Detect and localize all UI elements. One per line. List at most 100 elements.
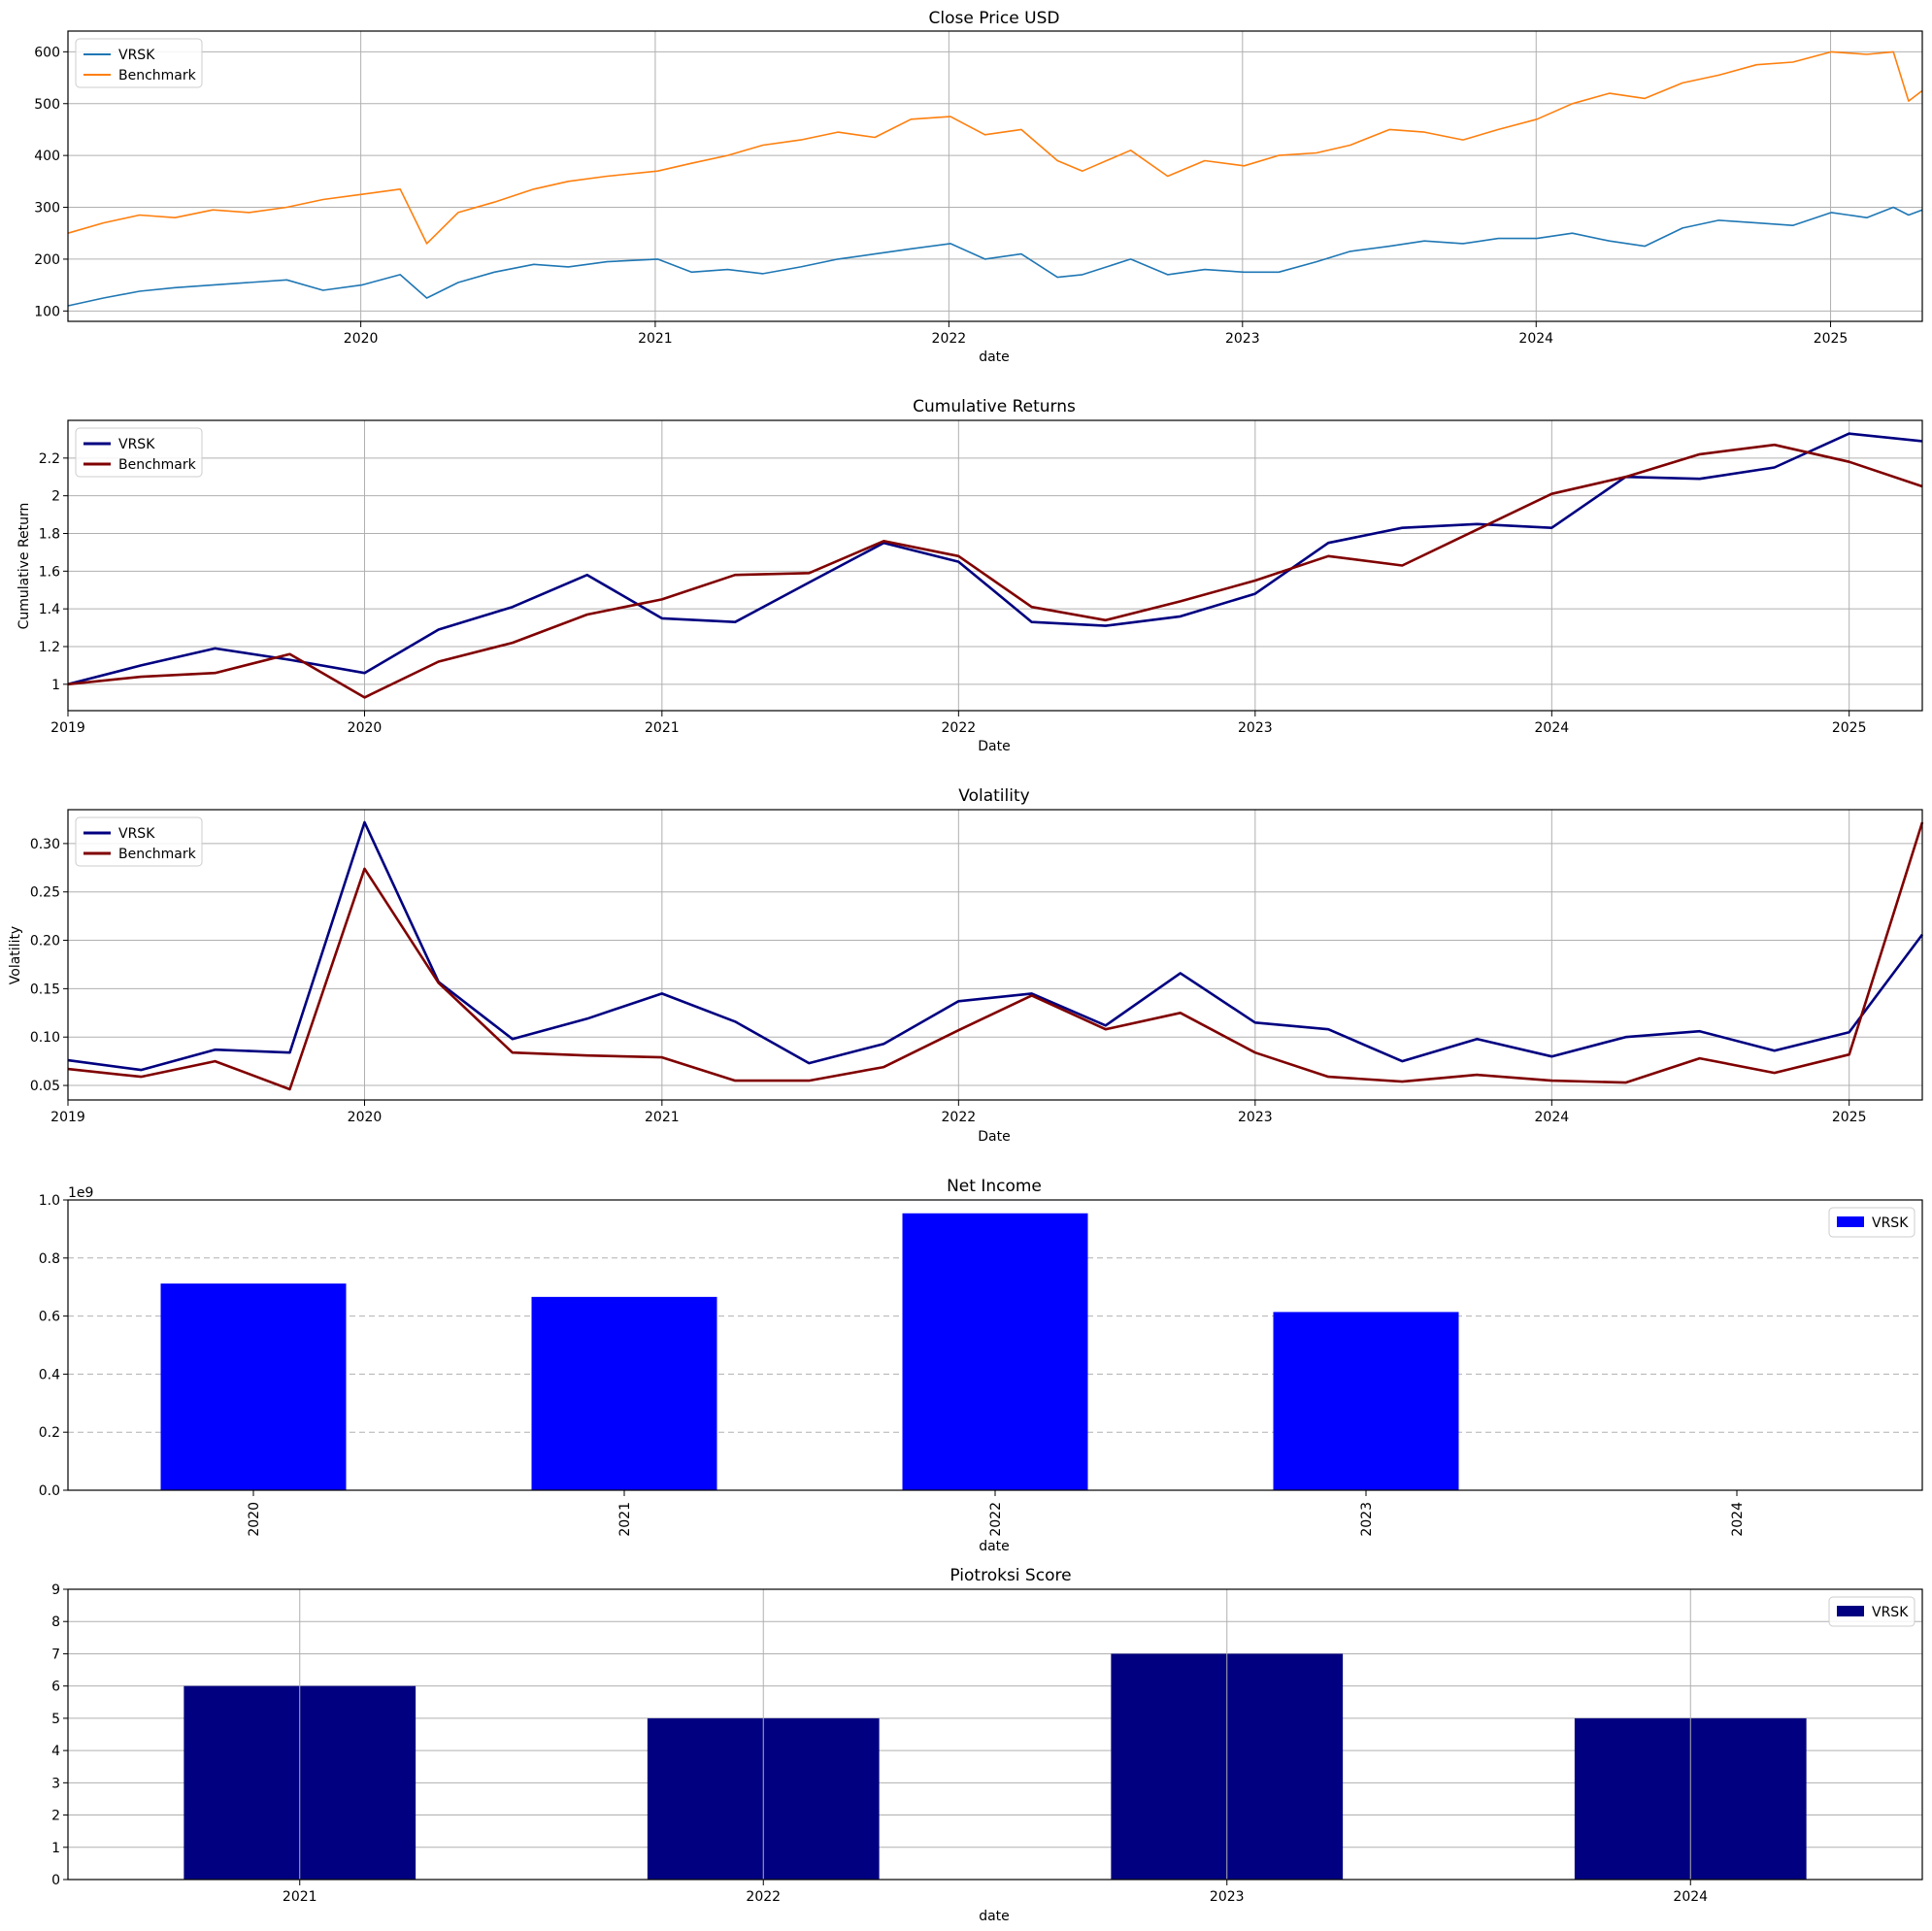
x-tick-label: 2023 [1359, 1502, 1375, 1537]
series-line-vrsk [67, 206, 1923, 307]
legend: VRSK [1828, 1207, 1915, 1238]
y-tick-label: 0.8 [39, 1251, 60, 1267]
x-tick-label: 2021 [283, 1889, 317, 1905]
x-tick-label: 2019 [50, 1110, 85, 1125]
y-tick-label: 9 [51, 1582, 60, 1598]
legend-label: VRSK [118, 48, 155, 63]
x-tick-label: 2022 [746, 1889, 781, 1905]
x-tick-label: 2024 [1673, 1889, 1708, 1905]
legend-box [1828, 1596, 1915, 1627]
x-axis-label: Date [978, 1129, 1010, 1145]
y-tick-label: 1.0 [39, 1193, 60, 1209]
plot-frame [67, 809, 1923, 1101]
chart-title: Net Income [947, 1177, 1042, 1196]
y-tick-label: 0.30 [30, 837, 60, 852]
y-tick-label: 300 [34, 201, 60, 216]
y-axis-label: Volatility [8, 926, 23, 984]
x-tick-label: 2024 [1730, 1502, 1746, 1537]
legend-label: Benchmark [118, 847, 197, 862]
bar-2021 [531, 1296, 717, 1490]
x-tick-label: 2020 [348, 1110, 383, 1125]
volatility-chart: Volatility Date Volatility 0.05 0.10 0.15 0… [8, 786, 1924, 1145]
chart-title: Volatility [958, 786, 1029, 806]
series-line-benchmark [67, 443, 1923, 699]
y-tick-label: 1.2 [39, 640, 60, 655]
x-tick-label: 2019 [50, 720, 85, 736]
x-axis-label: date [979, 1909, 1010, 1924]
offset-label: 1e9 [68, 1185, 93, 1201]
y-tick-label: 0.2 [39, 1425, 60, 1441]
series-line-benchmark [67, 821, 1924, 1091]
y-tick-label: 1 [51, 678, 60, 693]
legend-label: Benchmark [118, 68, 197, 83]
x-tick-label: 2023 [1238, 1110, 1273, 1125]
legend: VRSK [1828, 1596, 1915, 1627]
x-tick-label: 2024 [1535, 1110, 1570, 1125]
legend-label: VRSK [1872, 1605, 1909, 1620]
plot-frame [67, 419, 1923, 712]
plot-frame [67, 1588, 1923, 1881]
x-tick-label: 2021 [645, 720, 680, 736]
x-tick-label: 2022 [942, 1110, 977, 1125]
y-tick-label: 2.2 [39, 451, 60, 467]
y-tick-label: 200 [34, 252, 60, 268]
y-axis-label: Cumulative Return [17, 503, 32, 630]
x-tick-label: 2020 [348, 720, 383, 736]
legend-swatch [1837, 1216, 1864, 1227]
y-tick-label: 0.0 [39, 1483, 60, 1499]
x-tick-label: 2023 [1225, 331, 1260, 347]
series-line-benchmark [67, 50, 1923, 245]
close-price-chart: Close Price USD date 100 200 300 400 500 600 2… [34, 9, 1923, 365]
y-tick-label: 1.8 [39, 526, 60, 542]
y-tick-label: 8 [51, 1615, 60, 1630]
legend-swatch [1837, 1606, 1864, 1616]
x-tick-label: 2021 [617, 1502, 633, 1537]
y-tick-label: 7 [51, 1647, 60, 1662]
x-axis-label: date [979, 1539, 1010, 1554]
y-tick-label: 0.4 [39, 1367, 60, 1382]
y-tick-label: 400 [34, 149, 60, 164]
bar-2022 [902, 1213, 1088, 1490]
y-tick-label: 1.6 [39, 564, 60, 580]
x-tick-label: 2023 [1238, 720, 1273, 736]
x-axis-label: Date [978, 739, 1010, 754]
x-tick-label: 2024 [1518, 331, 1553, 347]
series-line-vrsk [67, 432, 1923, 686]
x-tick-label: 2020 [344, 331, 379, 347]
piotroski-score-chart: Piotroksi Score date 0 1 2 3 4 5 6 7 8 9 2021 2022 2… [51, 1566, 1923, 1924]
legend-label: Benchmark [118, 457, 197, 473]
y-tick-label: 0.10 [30, 1030, 60, 1046]
x-tick-label: 2020 [247, 1502, 262, 1537]
y-tick-label: 2 [51, 1809, 60, 1824]
y-tick-label: 4 [51, 1744, 60, 1759]
y-tick-label: 0 [51, 1873, 60, 1888]
x-tick-label: 2021 [645, 1110, 680, 1125]
bar-2020 [160, 1283, 347, 1490]
x-tick-label: 2025 [1832, 720, 1867, 736]
x-tick-label: 2025 [1814, 331, 1849, 347]
y-tick-label: 0.6 [39, 1310, 60, 1325]
legend-box [1828, 1207, 1915, 1238]
y-tick-label: 6 [51, 1680, 60, 1695]
bar-2023 [1273, 1312, 1459, 1490]
y-tick-label: 1.4 [39, 602, 60, 617]
y-tick-label: 100 [34, 304, 60, 319]
plot-frame [67, 1199, 1923, 1491]
y-tick-label: 2 [51, 489, 60, 505]
x-tick-label: 2022 [988, 1502, 1004, 1537]
legend-label: VRSK [1872, 1215, 1909, 1231]
legend-label: VRSK [118, 437, 155, 452]
y-tick-label: 500 [34, 97, 60, 113]
series-line-vrsk [67, 820, 1924, 1072]
x-tick-label: 2022 [942, 720, 977, 736]
x-tick-label: 2024 [1535, 720, 1570, 736]
chart-title: Cumulative Returns [913, 397, 1076, 416]
y-tick-label: 1 [51, 1841, 60, 1856]
cumulative-returns-chart: Cumulative Returns Date Cumulative Retur… [17, 397, 1923, 754]
y-tick-label: 0.05 [30, 1079, 60, 1094]
x-tick-label: 2022 [932, 331, 967, 347]
legend: VRSK Benchmark [75, 427, 203, 478]
y-tick-label: 600 [34, 45, 60, 60]
plot-frame [67, 30, 1923, 322]
y-tick-label: 0.25 [30, 885, 60, 901]
